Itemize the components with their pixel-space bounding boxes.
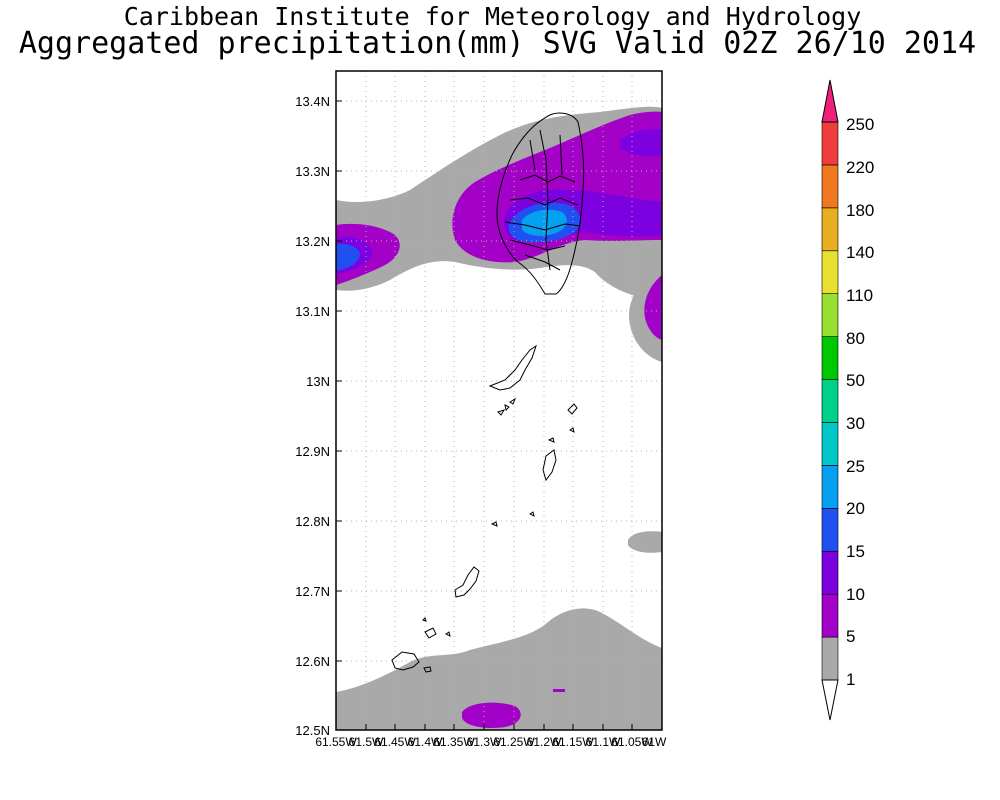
saint-vincent-island bbox=[496, 112, 585, 295]
legend-color-box bbox=[821, 336, 839, 380]
precip-1-5mm-south bbox=[336, 608, 662, 730]
precip-15-20mm-west bbox=[336, 244, 360, 271]
lon-label: 61.1W bbox=[586, 735, 621, 749]
legend-value: 50 bbox=[846, 371, 865, 390]
legend-color-box bbox=[821, 593, 839, 638]
colorbar-top-arrow bbox=[821, 79, 839, 123]
legend-value: 250 bbox=[846, 115, 874, 134]
map-frame bbox=[335, 70, 663, 731]
lon-label: 61.3W bbox=[467, 735, 502, 749]
lon-label: 61.25W bbox=[493, 735, 535, 749]
lat-label: 13.1N bbox=[295, 304, 330, 319]
lon-label: 61.55W bbox=[315, 735, 357, 749]
precipitation-field bbox=[336, 106, 662, 730]
lat-label: 12.5N bbox=[295, 723, 330, 738]
legend-value: 140 bbox=[846, 243, 874, 262]
colorbar-boxes bbox=[821, 121, 839, 681]
precip-20-25mm bbox=[522, 209, 567, 236]
bequia-island bbox=[488, 344, 537, 391]
legend-color-box bbox=[821, 422, 839, 466]
lon-label: 61.15W bbox=[552, 735, 594, 749]
legend-color-box bbox=[821, 508, 839, 552]
axis-ticks bbox=[336, 100, 633, 730]
lat-label: 12.9N bbox=[295, 444, 330, 459]
longitude-labels: 61.55W 61.5W 61.45W 61.4W 61.35W 61.3W 6… bbox=[315, 735, 667, 749]
lon-label: 61W bbox=[642, 735, 667, 749]
latitude-labels: 13.4N 13.3N 13.2N 13.1N 13N 12.9N 12.8N … bbox=[295, 94, 330, 738]
lon-label: 61.2W bbox=[527, 735, 562, 749]
legend-color-box bbox=[821, 293, 839, 337]
lon-label: 61.35W bbox=[433, 735, 475, 749]
colorbar-bottom-arrow bbox=[821, 679, 839, 721]
lon-label: 61.5W bbox=[349, 735, 384, 749]
canouan-island bbox=[542, 437, 557, 482]
legend-color-box bbox=[821, 164, 839, 209]
coastlines bbox=[391, 112, 585, 673]
legend-value: 110 bbox=[846, 286, 873, 305]
lat-label: 13.3N bbox=[295, 164, 330, 179]
legend-color-box bbox=[821, 250, 839, 294]
lat-label: 13N bbox=[306, 374, 330, 389]
legend-value: 1 bbox=[846, 670, 855, 689]
legend-color-box bbox=[821, 207, 839, 252]
legend-value: 180 bbox=[846, 201, 874, 220]
colorbar-legend: 1 5 10 15 20 25 30 50 80 110 140 180 220… bbox=[821, 79, 874, 721]
legend-value: 5 bbox=[846, 627, 855, 646]
legend-color-box bbox=[821, 465, 839, 509]
mustique-island bbox=[567, 403, 578, 433]
carriacou-island bbox=[391, 651, 432, 673]
legend-value: 220 bbox=[846, 158, 874, 177]
precip-5-10mm-south bbox=[462, 702, 521, 728]
legend-color-box bbox=[821, 121, 839, 166]
lat-label: 12.6N bbox=[295, 654, 330, 669]
precip-10-15mm-ne bbox=[620, 129, 662, 157]
legend-color-box bbox=[821, 550, 839, 595]
lat-label: 13.2N bbox=[295, 234, 330, 249]
legend-value: 15 bbox=[846, 542, 865, 561]
legend-value: 10 bbox=[846, 585, 865, 604]
union-island bbox=[454, 566, 480, 598]
legend-color-box bbox=[821, 379, 839, 423]
legend-color-box bbox=[821, 636, 839, 681]
precip-1-5mm-east-patch bbox=[628, 531, 662, 553]
map-title: Aggregated precipitation(mm) SVG Valid 0… bbox=[18, 26, 977, 61]
lon-label: 61.45W bbox=[374, 735, 416, 749]
lat-label: 12.8N bbox=[295, 514, 330, 529]
lat-label: 12.7N bbox=[295, 584, 330, 599]
legend-value: 80 bbox=[846, 329, 865, 348]
precip-5-10mm-east-small bbox=[644, 275, 662, 340]
legend-value: 25 bbox=[846, 457, 865, 476]
institution-title: Caribbean Institute for Meteorology and … bbox=[123, 2, 862, 31]
lon-label: 61.05W bbox=[611, 735, 653, 749]
lat-label: 13.4N bbox=[295, 94, 330, 109]
colorbar-labels: 1 5 10 15 20 25 30 50 80 110 140 180 220… bbox=[846, 115, 874, 689]
legend-value: 20 bbox=[846, 499, 865, 518]
legend-value: 30 bbox=[846, 414, 865, 433]
lon-label: 61.4W bbox=[408, 735, 443, 749]
